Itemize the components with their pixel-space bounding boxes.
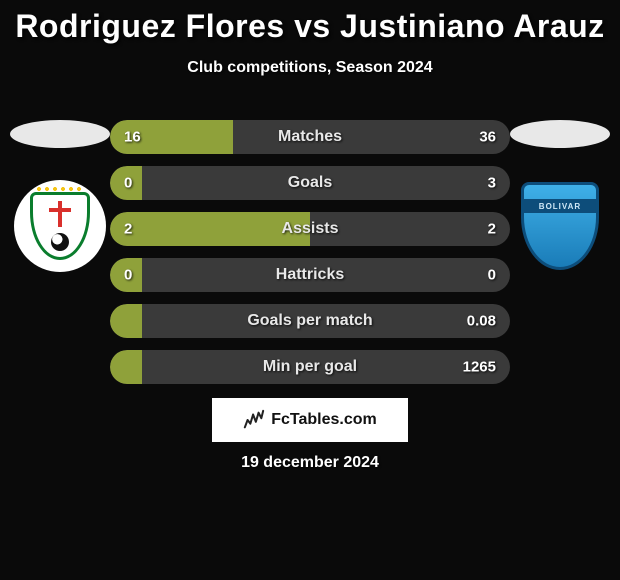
fctables-logo-icon	[243, 409, 265, 431]
stat-bar-left	[110, 212, 310, 246]
date-text: 19 december 2024	[241, 454, 379, 472]
stat-bar-left	[110, 304, 142, 338]
bolivar-shield-icon: BOLIVAR	[521, 182, 599, 270]
player-left-block	[10, 120, 110, 272]
stat-value-left: 0	[124, 175, 132, 192]
stat-value-right: 1265	[463, 359, 496, 376]
stat-label: Matches	[278, 128, 342, 146]
stats-container: 16 Matches 36 0 Goals 3 2 Assists 2 0 Hattricks 0 Go…	[110, 120, 510, 396]
stat-row: 0 Goals 3	[110, 166, 510, 200]
branding-badge: FcTables.com	[212, 398, 408, 442]
stat-value-right: 36	[479, 129, 496, 146]
stat-label: Goals per match	[247, 312, 372, 330]
stat-value-left: 0	[124, 267, 132, 284]
stat-row: 16 Matches 36	[110, 120, 510, 154]
stat-bar-left	[110, 350, 142, 384]
player-right-block: BOLIVAR	[510, 120, 610, 272]
stat-label: Goals	[288, 174, 332, 192]
stat-value-right: 3	[488, 175, 496, 192]
stat-value-left: 16	[124, 129, 141, 146]
stat-value-right: 2	[488, 221, 496, 238]
oriente-shield-icon	[30, 192, 90, 260]
stat-row: Min per goal 1265	[110, 350, 510, 384]
subtitle: Club competitions, Season 2024	[0, 59, 620, 77]
left-ellipse	[10, 120, 110, 148]
stat-row: 2 Assists 2	[110, 212, 510, 246]
stat-value-right: 0	[488, 267, 496, 284]
page-title: Rodriguez Flores vs Justiniano Arauz	[0, 0, 620, 45]
stat-row: 0 Hattricks 0	[110, 258, 510, 292]
stat-label: Hattricks	[276, 266, 344, 284]
stat-value-right: 0.08	[467, 313, 496, 330]
bolivar-band-text: BOLIVAR	[524, 199, 596, 213]
stat-label: Min per goal	[263, 358, 357, 376]
stat-value-left: 2	[124, 221, 132, 238]
left-club-logo	[14, 180, 106, 272]
stat-row: Goals per match 0.08	[110, 304, 510, 338]
stat-label: Assists	[282, 220, 339, 238]
right-club-logo: BOLIVAR	[514, 180, 606, 272]
right-ellipse	[510, 120, 610, 148]
branding-text: FcTables.com	[271, 411, 377, 429]
